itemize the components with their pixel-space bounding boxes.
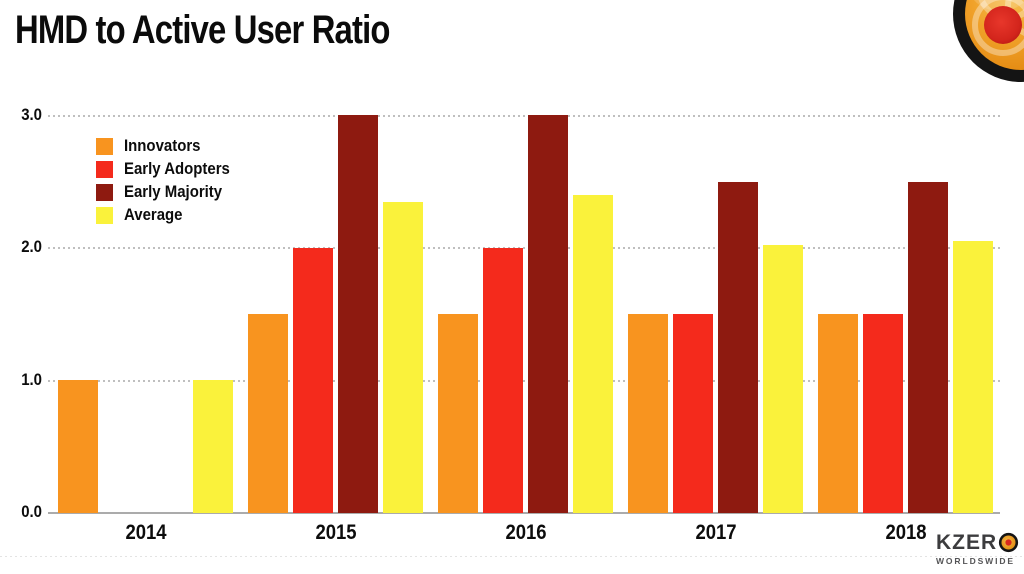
- y-tick-label: 0.0: [21, 502, 42, 521]
- legend-swatch: [96, 137, 113, 155]
- legend-item-early-adopters: Early Adopters: [96, 159, 244, 178]
- legend-label: Average: [124, 205, 183, 224]
- legend-label: Early Adopters: [124, 159, 230, 178]
- brand-row: KZER: [936, 531, 1019, 554]
- bar-innovators-2016: [438, 314, 478, 513]
- legend-item-average: Average: [96, 205, 244, 224]
- bar-innovators-2014: [58, 380, 98, 513]
- bottom-dotted-line: [0, 556, 1024, 557]
- legend-item-early-majority: Early Majority: [96, 182, 244, 201]
- x-axis-label-2016: 2016: [504, 521, 547, 544]
- kzero-o-icon: [999, 532, 1019, 553]
- bar-early-majority-2016: [528, 115, 568, 513]
- bar-average-2014: [193, 380, 233, 513]
- bar-innovators-2018: [818, 314, 858, 513]
- bar-early-adopters-2018: [863, 314, 903, 513]
- x-axis-label-2015: 2015: [314, 521, 357, 544]
- brand-text: KZER: [936, 531, 998, 554]
- legend-swatch: [96, 183, 113, 201]
- legend-item-innovators: Innovators: [96, 136, 244, 155]
- legend-swatch: [96, 206, 113, 224]
- bar-average-2015: [383, 202, 423, 513]
- kzero-rings-icon: [953, 0, 1024, 82]
- bar-innovators-2017: [628, 314, 668, 513]
- legend-label: Innovators: [124, 136, 201, 155]
- x-axis-label-2018: 2018: [884, 521, 927, 544]
- bar-early-majority-2015: [338, 115, 378, 513]
- bar-average-2018: [953, 241, 993, 513]
- x-axis-label-2014: 2014: [124, 521, 167, 544]
- gridline-2.0: [48, 247, 1000, 249]
- chart-title: HMD to Active User Ratio: [15, 8, 390, 52]
- brand-subtitle: WORLDSWIDE: [936, 556, 1015, 566]
- bar-early-majority-2017: [718, 182, 758, 513]
- y-tick-label: 3.0: [21, 104, 42, 124]
- bar-early-adopters-2015: [293, 248, 333, 513]
- bar-innovators-2015: [248, 314, 288, 513]
- kzero-wordmark: KZER WORLDSWIDE: [936, 531, 1019, 566]
- bar-early-adopters-2017: [673, 314, 713, 513]
- y-tick-label: 2.0: [21, 237, 42, 256]
- legend-swatch: [96, 160, 113, 178]
- x-axis-baseline: [48, 512, 1000, 514]
- bar-average-2016: [573, 195, 613, 513]
- chart-legend: Innovators Early Adopters Early Majority Av…: [96, 136, 244, 224]
- gridline-3.0: [48, 114, 1000, 117]
- bar-early-majority-2018: [908, 182, 948, 513]
- gridline-1.0: [48, 379, 1000, 382]
- bar-early-adopters-2016: [483, 248, 523, 513]
- y-tick-label: 1.0: [21, 369, 42, 389]
- x-axis-label-2017: 2017: [694, 521, 737, 544]
- legend-label: Early Majority: [124, 182, 223, 201]
- bar-average-2017: [763, 245, 803, 513]
